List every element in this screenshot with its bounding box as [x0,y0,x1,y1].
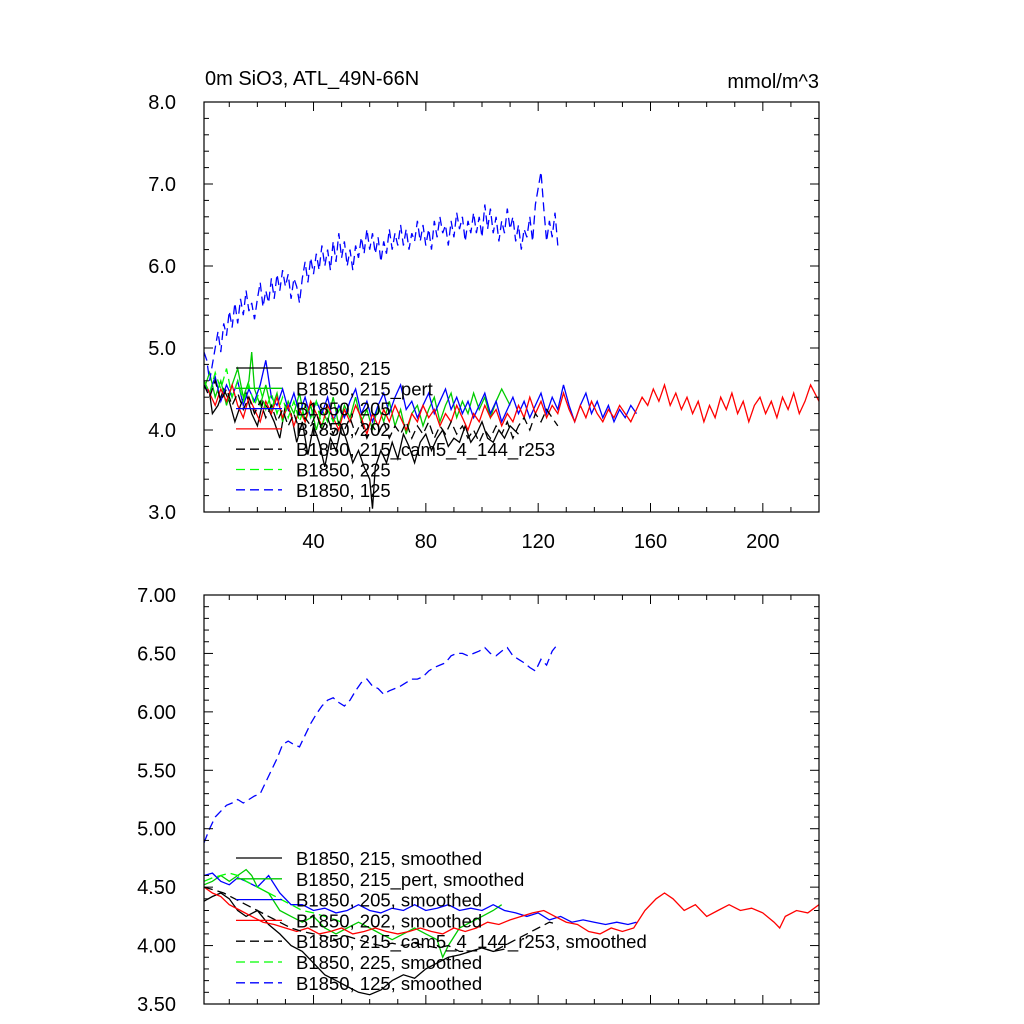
legend-label: B1850, 215_cam5_4_144_r253, smoothed [296,931,647,953]
chart-title: 0m SiO3, ATL_49N-66N [205,68,419,90]
legend-label: B1850, 215, smoothed [296,848,482,869]
legend-label: B1850, 225, smoothed [296,952,482,973]
x-tick-label: 120 [521,531,554,553]
y-tick-label: 3.50 [137,994,176,1016]
y-tick-label: 7.0 [148,174,176,196]
x-tick-label: 40 [302,531,324,553]
legend-label: B1850, 205, smoothed [296,890,482,911]
legend-label: B1850, 215_pert [296,378,433,400]
series-line-6 [204,368,343,429]
series-line-5 [204,378,559,444]
chart-panel-bottom: 3.50 4.00 4.50 5.00 5.50 6.00 6.50 7.00 B1850, 2… [137,585,820,1016]
series-line-7 [204,171,559,381]
plot-frame [203,594,820,1005]
legend-label: B1850, 215_cam5_4_144_r253 [296,439,555,461]
plot-frame [203,101,820,513]
series-line-4 [204,886,819,935]
series-line-1 [204,380,519,509]
y-tick-label: 6.00 [137,702,176,724]
legend-label: B1850, 202 [296,419,391,440]
legend-label: B1850, 215 [296,358,391,379]
chart-panel-top: 0m SiO3, ATL_49N-66N mmol/m^3 40 80 120 160… [148,68,820,553]
y-tick-label: 3.0 [148,502,176,524]
x-tick-label: 200 [746,531,779,553]
series-line-2 [204,352,511,435]
y-tick-label: 4.0 [148,420,176,442]
y-tick-label: 4.00 [137,936,176,958]
y-tick-label: 4.50 [137,877,176,899]
units-label: mmol/m^3 [727,71,819,93]
y-tick-label: 5.00 [137,819,176,841]
legend-label: B1850, 215_pert, smoothed [296,869,524,891]
series-line-1 [204,892,505,996]
x-tick-label: 160 [634,531,667,553]
series-line-6 [204,872,342,923]
x-tick-label: 80 [415,531,437,553]
series-group [204,171,819,509]
series-line-3 [204,360,638,425]
y-tick-label: 8.0 [148,92,176,114]
legend-label: B1850, 205 [296,399,391,420]
legend-label: B1850, 125, smoothed [296,973,482,994]
series-line-7 [204,643,559,843]
y-tick-label: 6.50 [137,643,176,665]
legend-label: B1850, 225 [296,460,391,481]
y-tick-label: 5.0 [148,338,176,360]
series-line-5 [204,886,558,953]
y-tick-label: 5.50 [137,760,176,782]
legend-label: B1850, 202, smoothed [296,910,482,931]
legend-label: B1850, 125 [296,480,391,501]
y-tick-label: 6.0 [148,256,176,278]
y-tick-label: 7.00 [137,585,176,607]
